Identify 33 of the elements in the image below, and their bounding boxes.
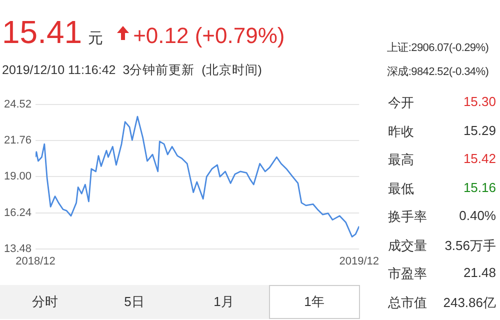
- text: 今开: [388, 94, 414, 112]
- text: 总市值: [388, 294, 427, 312]
- text: 换手率: [388, 208, 427, 226]
- text: 15.41: [2, 14, 82, 51]
- text: 上证:2906.07(-0.29%): [387, 41, 489, 55]
- text: 0.40%: [459, 208, 496, 225]
- text: 3.56万手: [444, 236, 496, 254]
- y-tick-label: 24.52: [4, 98, 32, 111]
- text: 243.86亿: [443, 294, 496, 312]
- y-tick-label: 21.76: [4, 134, 32, 147]
- y-tick-label: 13.48: [4, 242, 32, 255]
- text: 21.48: [463, 265, 496, 282]
- text: 元: [88, 29, 104, 48]
- x-tick-label: 2019/12: [339, 255, 379, 268]
- text: 2019/12/10 11:16:42 3分钟前更新 (北京时间): [2, 62, 262, 79]
- text: 最低: [388, 180, 414, 198]
- text: 昨收: [388, 122, 414, 140]
- text: 15.42: [463, 151, 496, 168]
- text: 成交量: [388, 236, 427, 254]
- text: 15.29: [463, 122, 496, 140]
- text: +0.12 (+0.79%): [133, 23, 285, 49]
- text: 1月: [212, 293, 235, 311]
- x-tick-label: 2018/12: [16, 255, 56, 268]
- y-tick-label: 19.00: [4, 170, 32, 183]
- text: 市盈率: [388, 265, 427, 283]
- text: 1年: [268, 285, 360, 319]
- text: 深成:9842.52(-0.34%): [387, 65, 489, 79]
- text: 15.16: [463, 180, 496, 196]
- text: 分时: [30, 293, 59, 311]
- y-tick-label: 16.24: [4, 206, 32, 219]
- text: 15.30: [463, 94, 496, 111]
- text: 最高: [388, 151, 414, 169]
- text: 5日: [123, 293, 146, 311]
